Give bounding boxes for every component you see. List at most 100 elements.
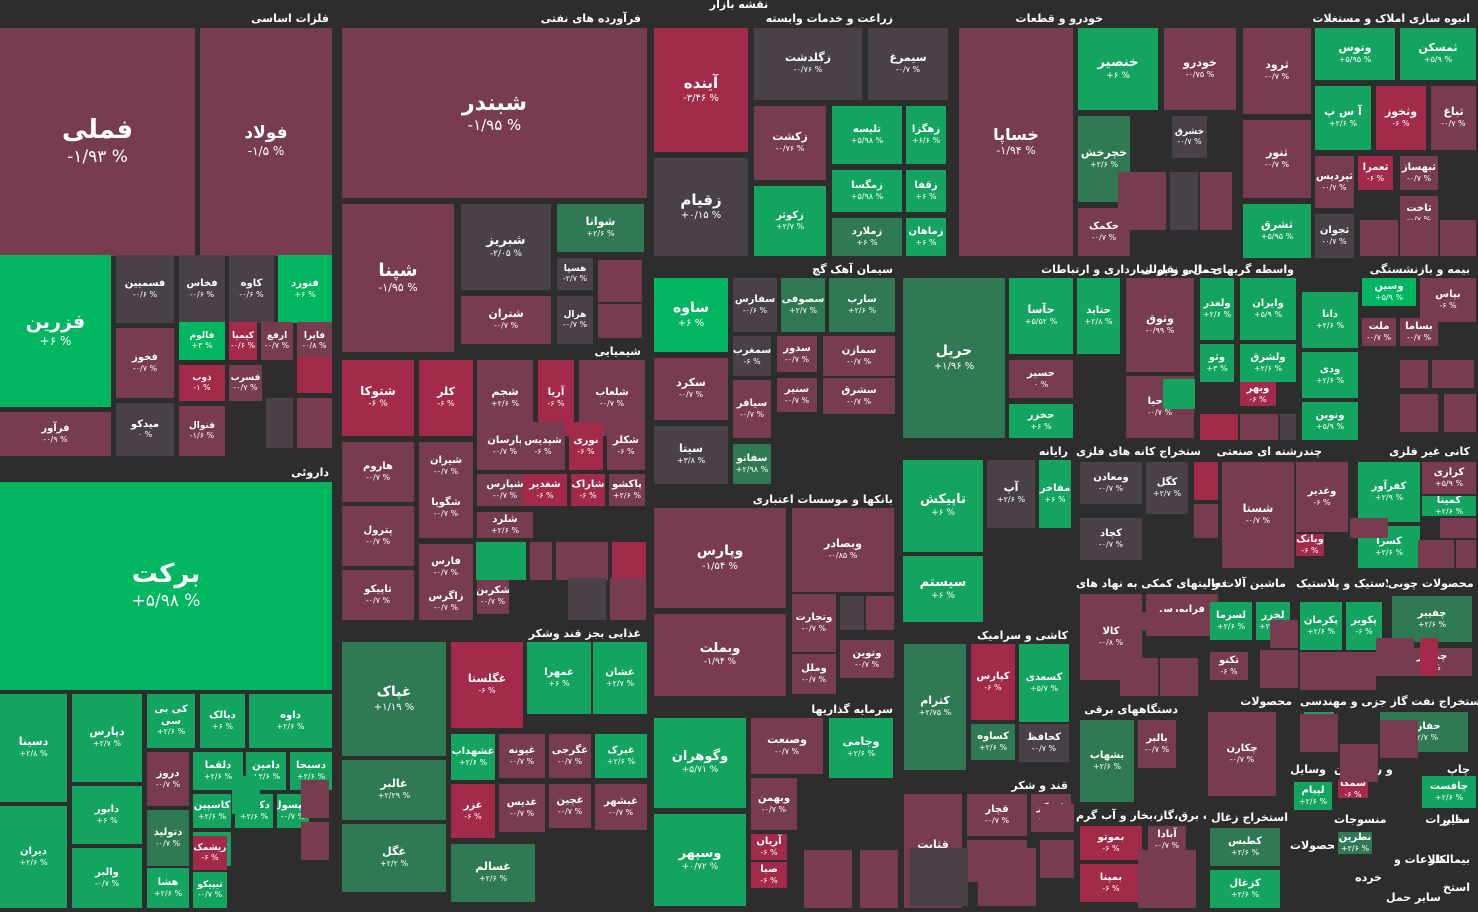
- stock-tile[interactable]: زکوثر +۲/۷ %: [754, 186, 826, 256]
- stock-tile[interactable]: وثخوز -۶ %: [1376, 86, 1426, 150]
- stock-tile[interactable]: فخوز -۰/۷ %: [116, 328, 174, 398]
- stock-tile[interactable]: خودرو -۰/۷۵ %: [1164, 28, 1236, 110]
- small-stock-tile[interactable]: [476, 542, 526, 580]
- stock-tile[interactable]: غزر -۶ %: [451, 784, 495, 838]
- stock-tile[interactable]: چکارن -۰/۷ %: [1208, 712, 1276, 796]
- stock-tile[interactable]: دسینا +۲/۸ %: [0, 694, 67, 802]
- small-stock-tile[interactable]: [910, 848, 968, 906]
- sector-label[interactable]: چاپ: [1446, 763, 1470, 776]
- small-stock-tile[interactable]: [1270, 620, 1298, 648]
- stock-tile[interactable]: شتران -۰/۷ %: [461, 296, 551, 344]
- small-stock-tile[interactable]: [1420, 638, 1438, 676]
- stock-tile[interactable]: کی بی سی +۲/۶ %: [147, 694, 195, 748]
- stock-tile[interactable]: سیستم +۶ %: [903, 556, 983, 622]
- sector-label[interactable]: منسوجات: [1334, 813, 1387, 826]
- stock-tile[interactable]: وثوق -۰/۹۹ %: [1126, 278, 1194, 372]
- stock-tile[interactable]: وملل -۰/۷ %: [792, 654, 836, 694]
- stock-tile[interactable]: شگویا -۰/۷ %: [419, 478, 473, 538]
- stock-tile[interactable]: سدور -۰/۷ %: [777, 336, 817, 372]
- sector-label[interactable]: کانی غیر فلزی: [1389, 445, 1470, 458]
- small-stock-tile[interactable]: [1400, 360, 1428, 388]
- stock-tile[interactable]: ومعادن -۰/۷ %: [1080, 462, 1142, 504]
- stock-tile[interactable]: شاراک -۶ %: [571, 474, 605, 506]
- stock-tile[interactable]: ثشرق +۵/۹۵ %: [1243, 204, 1311, 258]
- stock-tile[interactable]: دامین +۲/۶ %: [246, 752, 286, 790]
- stock-tile[interactable]: وسین +۵/۹ %: [1362, 278, 1416, 306]
- sector-label[interactable]: قند و شکر: [1011, 779, 1068, 792]
- small-stock-tile[interactable]: [598, 304, 642, 338]
- stock-tile[interactable]: سشرق -۰/۷ %: [823, 378, 895, 414]
- stock-tile[interactable]: هسپا -۲/۷ %: [557, 258, 593, 290]
- stock-tile[interactable]: صبا -۶ %: [751, 862, 787, 888]
- small-stock-tile[interactable]: [1300, 714, 1338, 752]
- sector-label[interactable]: اطلاعات و: [1394, 853, 1450, 866]
- small-stock-tile[interactable]: [1360, 220, 1398, 256]
- small-stock-tile[interactable]: [1200, 172, 1232, 230]
- stock-tile[interactable]: زملارد +۶ %: [832, 218, 902, 256]
- small-stock-tile[interactable]: [530, 542, 552, 580]
- sector-label[interactable]: استخراج زغال: [1211, 811, 1288, 824]
- small-stock-tile[interactable]: [297, 357, 332, 393]
- stock-tile[interactable]: شستا -۰/۷ %: [1222, 462, 1294, 568]
- stock-tile[interactable]: فایرا -۰/۸ %: [297, 322, 332, 360]
- stock-tile[interactable]: سکرد -۰/۷ %: [654, 358, 728, 420]
- stock-tile[interactable]: حتاید +۲/۸ %: [1077, 278, 1120, 354]
- sector-label[interactable]: بیمانکار: [1428, 853, 1470, 866]
- stock-tile[interactable]: وبهمن -۰/۷ %: [751, 778, 797, 830]
- sector-label[interactable]: غذایی بجز قند وشکر: [528, 627, 641, 640]
- stock-tile[interactable]: سیمرغ -۰/۷ %: [868, 28, 948, 100]
- stock-tile[interactable]: تکنو -۶ %: [1210, 652, 1248, 680]
- stock-tile[interactable]: دتولید -۰/۷ %: [147, 810, 189, 866]
- stock-tile[interactable]: وتوس +۵/۹۵ %: [1315, 28, 1395, 80]
- stock-tile[interactable]: کیمیا -۰/۶ %: [229, 322, 257, 360]
- stock-tile[interactable]: کچاد -۰/۷ %: [1080, 518, 1142, 560]
- small-stock-tile[interactable]: [301, 780, 329, 818]
- stock-tile[interactable]: قچار -۰/۷ %: [967, 794, 1027, 836]
- stock-tile[interactable]: کپارس -۶ %: [971, 644, 1015, 720]
- stock-tile[interactable]: کرازی +۵/۹ %: [1422, 462, 1476, 494]
- sector-label[interactable]: سیمان آهک گچ: [812, 263, 893, 276]
- stock-tile[interactable]: فخاس -۰/۶ %: [179, 255, 225, 323]
- stock-tile[interactable]: سیتا +۳/۸ %: [654, 426, 728, 484]
- stock-tile[interactable]: کلر -۶ %: [419, 360, 473, 436]
- stock-tile[interactable]: لسرما +۲/۶ %: [1210, 602, 1252, 640]
- sector-label[interactable]: چندرشته ای صنعتی: [1216, 445, 1322, 458]
- stock-tile[interactable]: حریل +۱/۹۶ %: [903, 278, 1005, 438]
- stock-tile[interactable]: بپاس -۶ %: [1420, 278, 1476, 322]
- sector-label[interactable]: دستگاههای برقی: [1084, 703, 1178, 716]
- stock-tile[interactable]: والبر -۰/۷ %: [72, 848, 142, 908]
- stock-tile[interactable]: فسرب -۰/۷ %: [229, 365, 262, 401]
- stock-tile[interactable]: سنیر -۰/۷ %: [777, 378, 817, 412]
- small-stock-tile[interactable]: [1440, 220, 1476, 256]
- stock-tile[interactable]: سصوفی +۲/۷ %: [781, 278, 825, 332]
- stock-tile[interactable]: غپاک +۱/۱۹ %: [342, 642, 446, 756]
- stock-tile[interactable]: خچرخش +۲/۶ %: [1078, 116, 1130, 202]
- small-stock-tile[interactable]: [1376, 638, 1414, 676]
- stock-tile[interactable]: آ س پ +۲/۶ %: [1315, 86, 1371, 150]
- sector-label[interactable]: محصولات: [1290, 839, 1334, 852]
- stock-tile[interactable]: فنوال -۱/۶ %: [179, 406, 225, 456]
- sector-label[interactable]: فعالیتهای کمکی به نهاد های: [1076, 577, 1226, 590]
- stock-tile[interactable]: کاوه -۰/۶ %: [229, 255, 274, 323]
- small-stock-tile[interactable]: [1444, 394, 1476, 432]
- stock-tile[interactable]: دپارس +۲/۷ %: [72, 694, 142, 782]
- sector-label[interactable]: بانکها و موسسات اعتباری: [752, 493, 893, 506]
- small-stock-tile[interactable]: [1400, 220, 1438, 256]
- sector-label[interactable]: سرمایه گذاریها: [811, 703, 893, 716]
- small-stock-tile[interactable]: [301, 822, 329, 860]
- sector-label[interactable]: محصولات: [1240, 695, 1292, 708]
- stock-tile[interactable]: شپدیس -۶ %: [521, 422, 565, 470]
- stock-tile[interactable]: سمازن -۰/۷ %: [823, 336, 895, 376]
- small-stock-tile[interactable]: [1040, 840, 1074, 878]
- sector-label[interactable]: حمل و نقل انبارداری و ارتباطات: [1041, 263, 1218, 276]
- stock-tile[interactable]: زکشت -۰/۷۶ %: [754, 106, 826, 180]
- sector-label[interactable]: خرده: [1355, 871, 1382, 884]
- small-stock-tile[interactable]: [1418, 540, 1454, 568]
- stock-tile[interactable]: پترول -۰/۷ %: [342, 506, 414, 566]
- small-stock-tile[interactable]: [1240, 414, 1278, 440]
- stock-tile[interactable]: تاپیکش +۶ %: [903, 460, 983, 552]
- stock-tile[interactable]: ذوب -۱ %: [179, 365, 225, 401]
- stock-tile[interactable]: بساما -۰/۷ %: [1400, 318, 1438, 346]
- stock-tile[interactable]: فنورد +۶ %: [278, 255, 332, 323]
- stock-tile[interactable]: نوری -۶ %: [569, 422, 603, 470]
